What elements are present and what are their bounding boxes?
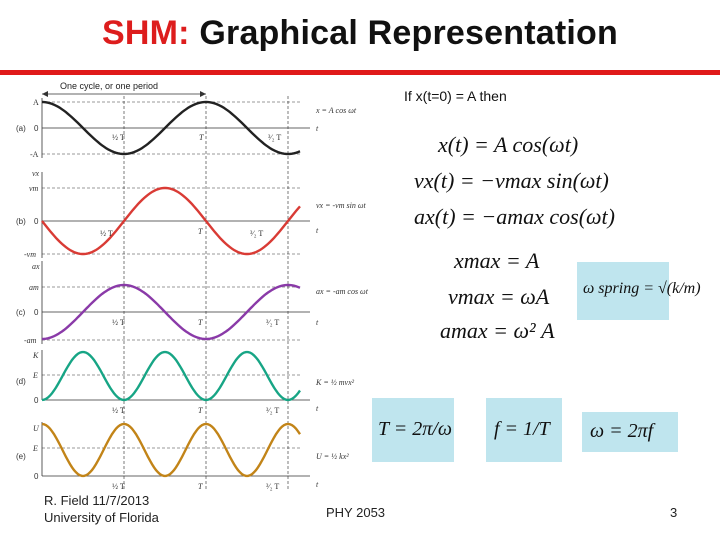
panel-d-axis-label: K	[32, 351, 39, 360]
panel-e-t-label: t	[316, 480, 319, 489]
xmax-equation: xmax = A	[454, 248, 540, 273]
panel-b-t-label: t	[316, 226, 319, 235]
footer-author: R. Field 11/7/2013	[44, 493, 150, 508]
panel-d-tick-half: ½ T	[112, 406, 125, 415]
panel-d-t-label: t	[316, 404, 319, 413]
panel-a-tag: (a)	[16, 124, 26, 133]
period-equation: T = 2π/ω	[378, 418, 452, 440]
panel-c-zero-label: 0	[34, 308, 39, 317]
panel-c-equation: ax = -am cos ωt	[316, 287, 369, 296]
panel-d-energy-label: E	[32, 371, 38, 380]
panel-e-axis-label: U	[33, 424, 40, 433]
slide-number: 3	[670, 505, 678, 520]
acceleration-equation: ax(t) = −amax cos(ωt)	[414, 204, 615, 229]
position-equation: x(t) = A cos(ωt)	[438, 132, 579, 157]
panel-e-zero-label: 0	[34, 472, 39, 481]
omega-equation: ω = 2πf	[590, 420, 654, 442]
velocity-curve	[41, 186, 301, 256]
panel-b-zero-label: 0	[34, 217, 39, 226]
slide-title: SHM: Graphical Representation	[0, 14, 720, 53]
panel-d-equation: K = ½ mvx²	[315, 378, 355, 387]
title-text: Graphical Representation	[189, 14, 618, 52]
time-guide-lines	[123, 96, 289, 490]
panel-e-tick-t: T	[198, 482, 203, 491]
panel-b-axis-label: vx	[32, 169, 40, 178]
panel-e-tick-three-half: ³⁄₂ T	[266, 482, 279, 491]
shm-graphs-figure: One cycle, or one period (a) A 0 -A x = …	[16, 81, 369, 491]
title-rule	[0, 70, 720, 75]
panel-b-velocity: (b) vx vm 0 -vm vx = -vm sin ωt t ½ T T …	[16, 169, 366, 259]
period-box: T = 2π/ω	[372, 398, 454, 462]
omega-spring-box: ω spring = √(k/m)	[577, 262, 701, 320]
acceleration-curve	[41, 283, 301, 341]
panel-b-tick-three-half: ³⁄₂ T	[250, 229, 263, 238]
initial-condition-text: If x(t=0) = A then	[404, 88, 507, 104]
panel-c-acceleration: (c) ax am 0 -am ax = -am cos ωt t ½ T T …	[16, 261, 369, 345]
panel-d-zero-label: 0	[34, 396, 39, 405]
kinetic-energy-curve	[41, 350, 301, 402]
panel-a-tick-half: ½ T	[112, 133, 125, 142]
vmax-equation: vmax = ωA	[448, 284, 550, 309]
omega-box: ω = 2πf	[582, 412, 678, 452]
panel-b-min-label: -vm	[24, 250, 36, 259]
panel-a-zero-label: 0	[34, 124, 39, 133]
footer-institution: University of Florida	[44, 510, 159, 525]
panel-b-tag: (b)	[16, 217, 26, 226]
panel-b-tick-t: T	[198, 227, 203, 236]
panel-b-equation: vx = -vm sin ωt	[316, 201, 366, 210]
panel-a-tick-three-half: ³⁄₂ T	[268, 133, 281, 142]
velocity-equation: vx(t) = −vmax sin(ωt)	[414, 168, 609, 193]
panel-c-tick-three-half: ³⁄₂ T	[266, 318, 279, 327]
panel-a-t-label: t	[316, 124, 319, 133]
panel-b-tick-half: ½ T	[100, 229, 113, 238]
footer-author-block: R. Field 11/7/2013 University of Florida	[44, 492, 159, 526]
panel-e-tag: (e)	[16, 452, 26, 461]
panel-a-position: (a) A 0 -A x = A cos ωt t ½ T T ³⁄₂ T	[16, 98, 357, 159]
panel-d-kinetic-energy: (d) K E 0 K = ½ mvx² t ½ T T ³⁄₂ T	[16, 350, 355, 415]
panel-d-tick-t: T	[198, 406, 203, 415]
panel-a-equation: x = A cos ωt	[315, 106, 357, 115]
amax-equation: amax = ω² A	[440, 318, 555, 343]
panel-a-max-label: A	[33, 98, 39, 107]
panel-e-tick-half: ½ T	[112, 482, 125, 491]
panel-c-tick-t: T	[198, 318, 203, 327]
frequency-box: f = 1/T	[486, 398, 562, 462]
panel-a-min-label: -A	[30, 150, 39, 159]
panel-c-min-label: -am	[24, 336, 37, 345]
panel-e-energy-label: E	[32, 444, 38, 453]
panel-d-tag: (d)	[16, 377, 26, 386]
title-accent: SHM:	[102, 14, 190, 52]
panel-c-t-label: t	[316, 318, 319, 327]
panel-c-tag: (c)	[16, 308, 26, 317]
omega-spring-equation: ω spring = √(k/m)	[583, 280, 701, 297]
one-period-marker: One cycle, or one period	[42, 81, 206, 97]
frequency-equation: f = 1/T	[494, 418, 550, 440]
potential-energy-curve	[41, 422, 301, 478]
panel-e-equation: U = ½ kx²	[316, 452, 349, 461]
panel-b-max-label: vm	[29, 184, 39, 193]
panel-c-max-label: am	[29, 283, 39, 292]
panel-c-axis-label: ax	[32, 262, 40, 271]
panel-e-potential-energy: (e) U E 0 U = ½ kx² t ½ T T ³⁄₂ T	[16, 422, 349, 491]
one-period-label: One cycle, or one period	[60, 81, 158, 91]
position-curve	[41, 100, 301, 156]
panel-a-tick-t: T	[199, 133, 204, 142]
footer-course: PHY 2053	[326, 505, 386, 520]
panel-c-tick-half: ½ T	[112, 318, 125, 327]
panel-d-tick-three-half: ³⁄₂ T	[266, 406, 279, 415]
